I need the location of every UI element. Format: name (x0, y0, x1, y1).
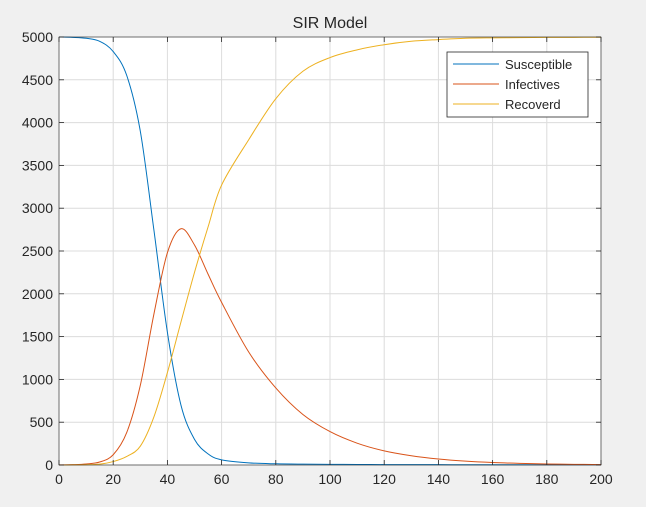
x-tick-label: 20 (105, 471, 121, 487)
x-tick-label: 40 (160, 471, 176, 487)
y-tick-label: 1500 (22, 329, 53, 345)
x-tick-label: 0 (55, 471, 63, 487)
series-line-recoverd (58, 36, 602, 466)
y-tick-label: 4000 (22, 115, 53, 131)
y-tick-label: 3500 (22, 157, 53, 173)
y-tick-label: 3000 (22, 200, 53, 216)
x-tick-label: 180 (535, 471, 559, 487)
legend-label: Infectives (505, 77, 560, 92)
legend-label: Recoverd (505, 97, 561, 112)
series-line-infectives (58, 228, 602, 466)
x-tick-label: 120 (373, 471, 397, 487)
x-tick-label: 160 (481, 471, 505, 487)
y-tick-label: 2500 (22, 243, 53, 259)
y-tick-label: 5000 (22, 29, 53, 45)
x-tick-label: 100 (318, 471, 342, 487)
legend-label: Susceptible (505, 57, 572, 72)
y-tick-label: 0 (45, 457, 53, 473)
legend: Susceptible Infectives Recoverd (446, 51, 589, 118)
x-tick-label: 60 (214, 471, 230, 487)
y-tick-label: 4500 (22, 72, 53, 88)
x-tick-label: 140 (427, 471, 451, 487)
y-tick-label: 500 (30, 414, 54, 430)
x-tick-label: 80 (268, 471, 284, 487)
x-tick-label: 200 (589, 471, 613, 487)
y-tick-label: 1000 (22, 371, 53, 387)
y-tick-label: 2000 (22, 286, 53, 302)
chart-title: SIR Model (293, 15, 368, 32)
axis-ticks: 0 20 40 60 80 100 120 140 160 180 2000500100015002… (22, 29, 613, 487)
